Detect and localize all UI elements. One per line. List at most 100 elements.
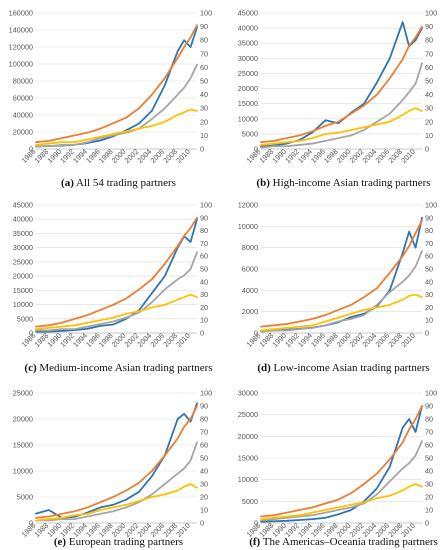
y-left-tick-label: 30000	[238, 54, 258, 63]
series-line-1	[35, 218, 198, 333]
chart-panel-4: 0 2000 4000 6000 8000 10000 12000 0 10 20 30 40 50 60…	[238, 201, 437, 375]
y-left-tick-label: 35000	[238, 39, 258, 48]
y-right-tick-label: 10	[200, 316, 208, 325]
y-left-tick-label: 0	[254, 329, 258, 338]
y-left-tick-label: 30000	[13, 243, 33, 252]
y-left-tick-label: 140000	[9, 26, 33, 35]
series-line-2	[260, 219, 423, 328]
y-right-tick-label: 0	[425, 329, 429, 338]
y-left-tick-label: 45000	[13, 201, 33, 210]
y-left-tick-label: 10000	[238, 475, 258, 484]
y-right-tick-label: 30	[425, 290, 433, 299]
y-left-tick-label: 0	[29, 145, 33, 154]
y-left-tick-label: 15000	[238, 99, 258, 108]
y-right-tick-label: 40	[425, 90, 433, 99]
y-right-tick-label: 50	[200, 77, 208, 86]
y-left-tick-label: 40000	[13, 215, 33, 224]
y-right-tick-label: 40	[425, 467, 433, 476]
y-left-tick-label: 10000	[13, 467, 33, 476]
series-line-3	[260, 250, 423, 333]
chart-panel-2: 0 5000 10000 15000 20000 25000 30000 35000 40000…	[238, 9, 437, 190]
y-right-tick-label: 20	[425, 493, 433, 502]
y-right-tick-label: 90	[425, 213, 433, 222]
y-left-tick-label: 25000	[13, 389, 33, 398]
y-right-tick-label: 40	[425, 277, 433, 286]
y-right-tick-label: 40	[200, 90, 208, 99]
chart-panel-6: 0 5000 10000 15000 20000 25000 30000 0 10 20 30 40 5…	[238, 389, 438, 549]
y-right-tick-label: 60	[425, 441, 433, 450]
y-right-tick-label: 60	[200, 252, 208, 261]
y-right-tick-label: 20	[200, 117, 208, 126]
y-right-tick-label: 20	[425, 303, 433, 312]
y-left-tick-label: 20000	[238, 432, 258, 441]
y-right-tick-label: 70	[425, 428, 433, 437]
y-left-tick-label: 5000	[17, 314, 33, 323]
panel-caption: (f) The Americas–Oceania trading partner…	[249, 536, 438, 548]
chart-panel-3: 0 5000 10000 15000 20000 25000 30000 35000 40000…	[13, 201, 213, 375]
series-line-2	[35, 216, 198, 328]
x-tick-label: 2010	[174, 147, 192, 165]
series-line-1	[35, 26, 198, 148]
y-right-tick-label: 100	[200, 389, 212, 398]
y-left-tick-label: 20000	[238, 84, 258, 93]
y-left-tick-label: 4000	[242, 286, 258, 295]
caption-letter: (b)	[256, 177, 270, 189]
y-right-tick-label: 30	[425, 104, 433, 113]
panel-caption: (e) European trading partners	[54, 536, 183, 548]
series-line-2	[35, 405, 198, 519]
y-left-tick-label: 40000	[13, 111, 33, 120]
y-left-tick-label: 10000	[238, 222, 258, 231]
chart-panel-5: 0 5000 10000 15000 20000 25000 0 10 20 30 40 50 60 70…	[13, 389, 212, 549]
y-right-tick-label: 70	[200, 428, 208, 437]
y-right-tick-label: 50	[200, 454, 208, 463]
y-left-tick-label: 0	[29, 329, 33, 338]
series-line-3	[35, 63, 198, 148]
y-right-tick-label: 100	[425, 9, 437, 18]
y-left-tick-label: 35000	[13, 229, 33, 238]
y-right-tick-label: 80	[200, 415, 208, 424]
y-right-tick-label: 70	[425, 239, 433, 248]
y-right-tick-label: 60	[200, 63, 208, 72]
y-right-tick-label: 80	[425, 226, 433, 235]
series-line-2	[35, 24, 198, 144]
series-line-4	[260, 293, 423, 332]
y-right-tick-label: 50	[425, 265, 433, 274]
y-right-tick-label: 40	[200, 467, 208, 476]
y-right-tick-label: 0	[200, 519, 204, 528]
y-right-tick-label: 0	[200, 145, 204, 154]
y-right-tick-label: 90	[425, 402, 433, 411]
y-right-tick-label: 20	[200, 303, 208, 312]
series-line-4	[35, 108, 198, 146]
y-left-tick-label: 15000	[238, 454, 258, 463]
caption-text: All 54 trading partners	[76, 177, 176, 189]
y-right-tick-label: 10	[200, 506, 208, 515]
y-left-tick-label: 15000	[13, 441, 33, 450]
series-line-4	[35, 293, 198, 331]
caption-letter: (a)	[61, 177, 74, 189]
caption-text: Low-income Asian trading partners	[274, 362, 430, 374]
y-left-tick-label: 60000	[13, 94, 33, 103]
y-right-tick-label: 80	[425, 36, 433, 45]
panel-caption: (d) Low-income Asian trading partners	[257, 362, 429, 374]
y-right-tick-label: 20	[425, 117, 433, 126]
y-left-tick-label: 5000	[242, 497, 258, 506]
y-right-tick-label: 20	[200, 493, 208, 502]
y-right-tick-label: 30	[425, 480, 433, 489]
caption-text: The Americas–Oceania trading partners	[263, 536, 438, 548]
y-right-tick-label: 30	[200, 480, 208, 489]
y-right-tick-label: 100	[200, 9, 212, 18]
y-left-tick-label: 80000	[13, 77, 33, 86]
y-right-tick-label: 10	[425, 131, 433, 140]
y-left-tick-label: 12000	[238, 201, 258, 210]
y-left-tick-label: 10000	[238, 114, 258, 123]
panel-caption: (b) High-income Asian trading partners	[256, 177, 430, 189]
series-line-1	[260, 21, 423, 148]
series-line-2	[260, 405, 423, 518]
series-line-3	[35, 251, 198, 332]
caption-text: High-income Asian trading partners	[273, 177, 431, 189]
y-left-tick-label: 20000	[13, 415, 33, 424]
y-right-tick-label: 100	[425, 389, 437, 398]
y-right-tick-label: 100	[425, 201, 437, 210]
y-right-tick-label: 70	[200, 49, 208, 58]
